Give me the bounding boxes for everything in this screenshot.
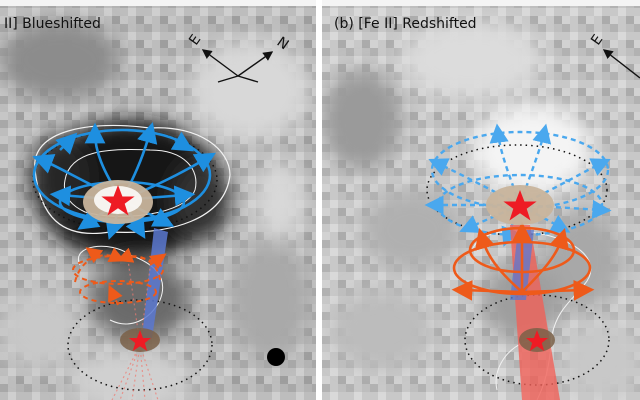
dotted-ellipse-bottom [67, 299, 213, 391]
star-icon [129, 330, 151, 351]
orange-bubble [451, 221, 595, 301]
panel-a-title: II] Blueshifted [4, 16, 101, 32]
beam-marker-icon [267, 348, 285, 366]
panel-divider [316, 0, 322, 400]
dotted-ellipse-bottom [464, 294, 610, 386]
compass-rose-icon [602, 49, 640, 79]
red-fan [111, 259, 159, 400]
star-icon [526, 330, 548, 351]
star-icon [101, 185, 135, 216]
compass-rose-icon [201, 49, 274, 83]
panel-b-figure: E [322, 0, 640, 400]
panel-top-edge [322, 0, 640, 6]
panel-blueshifted: E N II] Blueshifted [0, 0, 316, 400]
panel-top-edge [0, 0, 316, 6]
orange-dashed-bubbles [72, 247, 167, 306]
star-icon [503, 190, 537, 221]
dotted-ellipse-top [426, 144, 608, 236]
panel-b-title: (b) [Fe II] Redshifted [334, 16, 477, 32]
panel-a-figure: E N [0, 0, 316, 400]
panel-redshifted: E (b) [Fe II] Redshifted [322, 0, 640, 400]
